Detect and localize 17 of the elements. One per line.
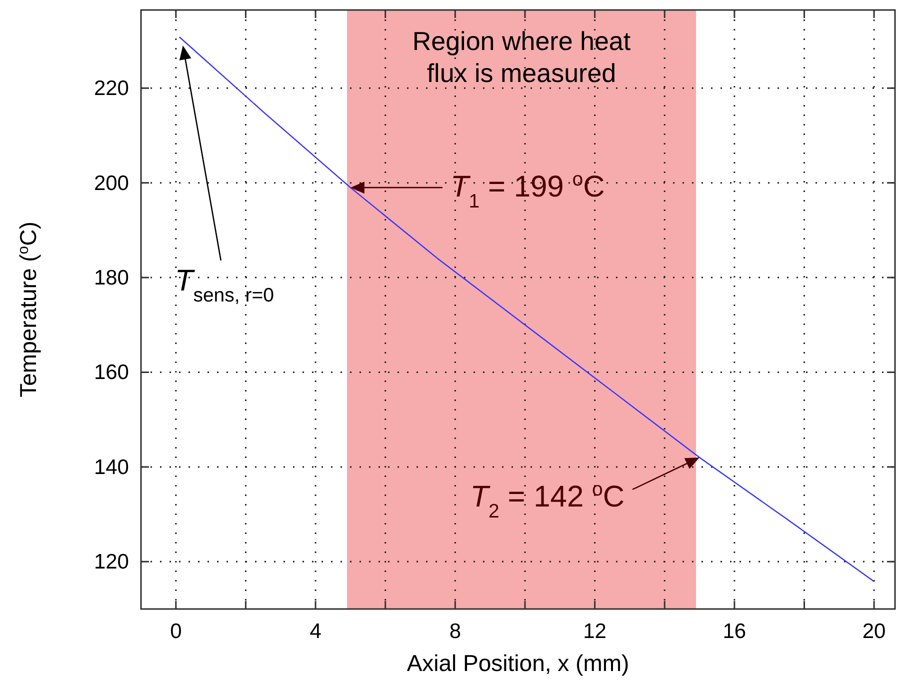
band-label: Region where heat flux is measured bbox=[412, 26, 632, 88]
annotation: T$_{1}$ = 199 $^{o}$C bbox=[450, 168, 605, 213]
x-tick-label: 12 bbox=[583, 620, 606, 643]
y-tick-label: 220 bbox=[94, 77, 129, 100]
annotation: T$_{sens, r=0}$ bbox=[174, 264, 274, 307]
y-tick-label: 200 bbox=[94, 172, 129, 195]
x-tick-label: 20 bbox=[862, 620, 886, 643]
y-tick-label: 160 bbox=[94, 361, 129, 384]
y-tick-label: 180 bbox=[94, 266, 129, 290]
x-tick-label: 16 bbox=[722, 620, 746, 643]
x-tick-label: 0 bbox=[170, 620, 182, 643]
x-tick-label: 4 bbox=[310, 620, 322, 643]
y-tick-label: 120 bbox=[94, 550, 129, 574]
y-tick-label: 140 bbox=[94, 456, 129, 479]
annotation: T$_{2}$ = 142 $^{o}$C bbox=[470, 478, 625, 522]
x-tick-label: 8 bbox=[449, 620, 462, 643]
x-axis-title: Axial Position, x (mm) bbox=[406, 650, 630, 676]
